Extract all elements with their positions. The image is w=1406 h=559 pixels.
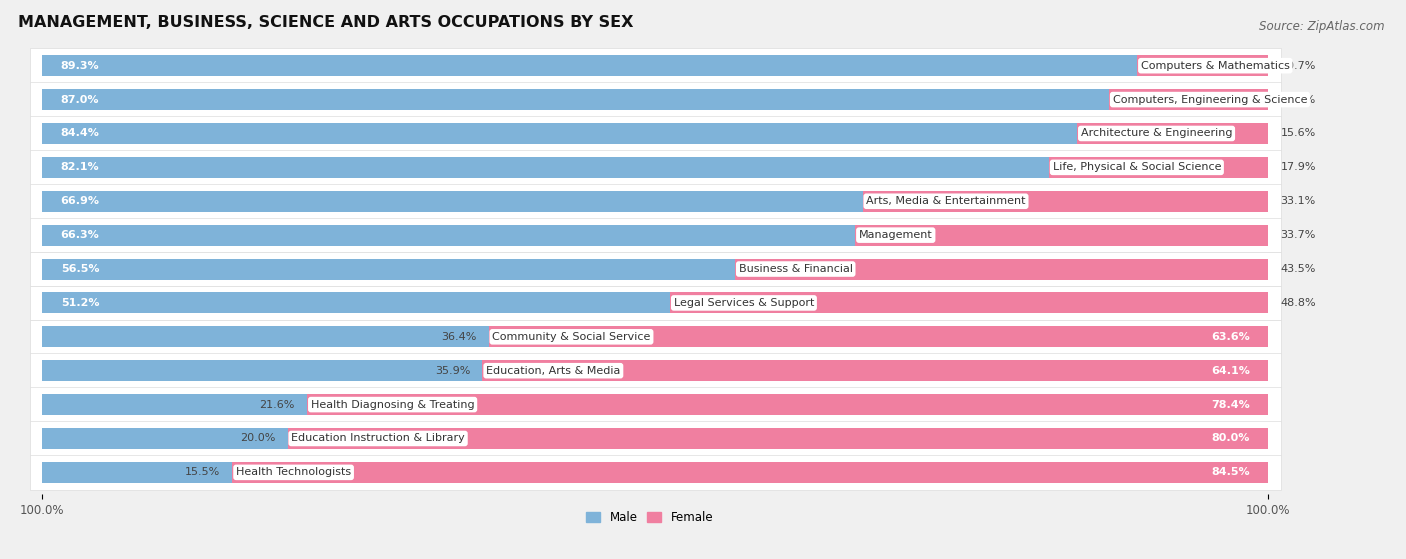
Text: Arts, Media & Entertainment: Arts, Media & Entertainment — [866, 196, 1026, 206]
Bar — [42, 360, 482, 381]
Bar — [42, 462, 232, 483]
FancyBboxPatch shape — [30, 286, 1281, 320]
Text: 82.1%: 82.1% — [60, 162, 100, 172]
FancyBboxPatch shape — [30, 150, 1281, 184]
Text: 35.9%: 35.9% — [434, 366, 470, 376]
Bar — [42, 157, 1049, 178]
Text: 56.5%: 56.5% — [60, 264, 100, 274]
Text: Education Instruction & Library: Education Instruction & Library — [291, 433, 465, 443]
Text: Health Diagnosing & Treating: Health Diagnosing & Treating — [311, 400, 474, 410]
Bar — [42, 55, 1137, 76]
Text: 17.9%: 17.9% — [1281, 162, 1316, 172]
Legend: Male, Female: Male, Female — [581, 506, 718, 529]
Bar — [42, 428, 288, 449]
Text: 78.4%: 78.4% — [1211, 400, 1250, 410]
Text: 43.5%: 43.5% — [1281, 264, 1316, 274]
Bar — [42, 123, 1077, 144]
Bar — [1077, 123, 1268, 144]
Text: Community & Social Service: Community & Social Service — [492, 332, 651, 342]
Text: Computers & Mathematics: Computers & Mathematics — [1140, 61, 1289, 70]
Text: 63.6%: 63.6% — [1211, 332, 1250, 342]
Text: Life, Physical & Social Science: Life, Physical & Social Science — [1053, 162, 1220, 172]
Text: 21.6%: 21.6% — [260, 400, 295, 410]
Text: 48.8%: 48.8% — [1281, 298, 1316, 308]
Text: Computers, Engineering & Science: Computers, Engineering & Science — [1112, 94, 1308, 105]
FancyBboxPatch shape — [30, 218, 1281, 253]
Bar — [307, 394, 1268, 415]
Text: 87.0%: 87.0% — [60, 94, 100, 105]
Bar — [42, 292, 671, 314]
Bar — [42, 326, 489, 347]
Text: 89.3%: 89.3% — [60, 61, 100, 70]
Bar — [42, 191, 862, 212]
Bar — [489, 326, 1268, 347]
Text: 66.9%: 66.9% — [60, 196, 100, 206]
Text: 66.3%: 66.3% — [60, 230, 100, 240]
Text: 13.0%: 13.0% — [1281, 94, 1316, 105]
Bar — [232, 462, 1268, 483]
FancyBboxPatch shape — [30, 116, 1281, 151]
Text: 15.6%: 15.6% — [1281, 129, 1316, 139]
Bar — [862, 191, 1268, 212]
Bar — [855, 225, 1268, 245]
Text: 84.4%: 84.4% — [60, 129, 100, 139]
Text: 10.7%: 10.7% — [1281, 61, 1316, 70]
Text: Architecture & Engineering: Architecture & Engineering — [1081, 129, 1232, 139]
Bar — [42, 258, 735, 280]
FancyBboxPatch shape — [30, 387, 1281, 422]
Text: MANAGEMENT, BUSINESS, SCIENCE AND ARTS OCCUPATIONS BY SEX: MANAGEMENT, BUSINESS, SCIENCE AND ARTS O… — [18, 15, 633, 30]
Text: 15.5%: 15.5% — [184, 467, 221, 477]
FancyBboxPatch shape — [30, 320, 1281, 354]
FancyBboxPatch shape — [30, 184, 1281, 219]
Bar — [1137, 55, 1268, 76]
Text: Source: ZipAtlas.com: Source: ZipAtlas.com — [1260, 20, 1385, 32]
FancyBboxPatch shape — [30, 353, 1281, 388]
Bar — [735, 258, 1268, 280]
Text: 51.2%: 51.2% — [60, 298, 100, 308]
Bar — [42, 225, 855, 245]
Text: Education, Arts & Media: Education, Arts & Media — [486, 366, 620, 376]
Bar — [671, 292, 1268, 314]
Text: 36.4%: 36.4% — [441, 332, 477, 342]
FancyBboxPatch shape — [30, 252, 1281, 286]
FancyBboxPatch shape — [30, 455, 1281, 490]
Text: Legal Services & Support: Legal Services & Support — [673, 298, 814, 308]
Text: 64.1%: 64.1% — [1211, 366, 1250, 376]
Text: Business & Financial: Business & Financial — [738, 264, 852, 274]
Text: 33.7%: 33.7% — [1281, 230, 1316, 240]
Bar — [42, 394, 307, 415]
Bar — [42, 89, 1109, 110]
Text: Management: Management — [859, 230, 932, 240]
Text: Health Technologists: Health Technologists — [236, 467, 352, 477]
Text: 80.0%: 80.0% — [1212, 433, 1250, 443]
Bar — [482, 360, 1268, 381]
Text: 84.5%: 84.5% — [1212, 467, 1250, 477]
Bar — [1109, 89, 1268, 110]
Bar — [288, 428, 1268, 449]
Text: 20.0%: 20.0% — [240, 433, 276, 443]
FancyBboxPatch shape — [30, 49, 1281, 83]
Bar — [1049, 157, 1268, 178]
FancyBboxPatch shape — [30, 421, 1281, 456]
FancyBboxPatch shape — [30, 82, 1281, 117]
Text: 33.1%: 33.1% — [1281, 196, 1316, 206]
